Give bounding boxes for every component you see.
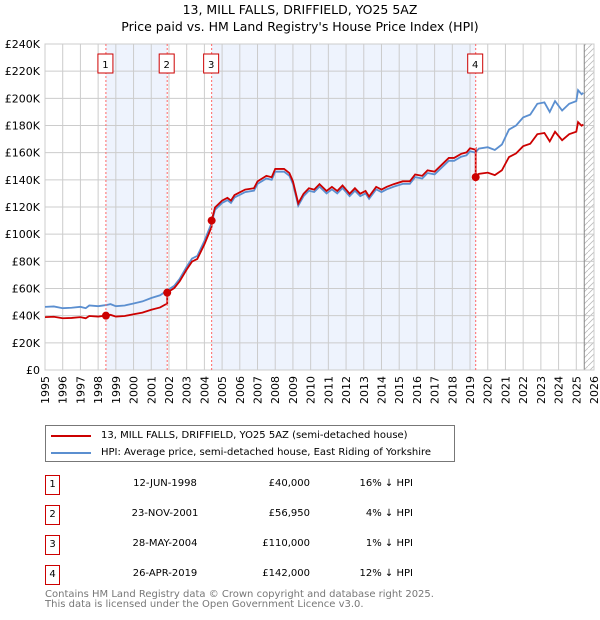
x-tick-label: 2006 bbox=[234, 376, 247, 404]
sale-row: 1 12-JUN-1998 £40,000 16% ↓ HPI bbox=[45, 475, 465, 495]
sale-row: 3 28-MAY-2004 £110,000 1% ↓ HPI bbox=[45, 535, 465, 555]
x-tick-label: 1997 bbox=[74, 376, 87, 404]
sale-date: 26-APR-2019 bbox=[132, 568, 198, 579]
sale-label: 2 bbox=[164, 60, 170, 71]
x-tick-label: 2002 bbox=[163, 376, 176, 404]
footer-line-1: Contains HM Land Registry data © Crown c… bbox=[45, 589, 434, 600]
sale-label: 1 bbox=[102, 60, 108, 71]
x-tick-label: 2023 bbox=[535, 376, 548, 404]
x-tick-label: 2018 bbox=[446, 376, 459, 404]
x-tick-label: 2008 bbox=[269, 376, 282, 404]
x-tick-label: 2025 bbox=[570, 376, 583, 404]
x-tick-label: 1999 bbox=[110, 376, 123, 404]
sale-label-box bbox=[467, 53, 484, 74]
x-tick-label: 2024 bbox=[553, 376, 566, 404]
sale-point bbox=[101, 311, 110, 320]
y-tick-label: £100K bbox=[5, 228, 41, 241]
sale-row: 2 23-NOV-2001 £56,950 4% ↓ HPI bbox=[45, 505, 465, 525]
sale-label: 4 bbox=[472, 60, 478, 71]
sale-price: £142,000 bbox=[262, 568, 310, 579]
x-tick-label: 2014 bbox=[375, 376, 388, 404]
x-tick-label: 2026 bbox=[588, 376, 600, 404]
legend-swatch-property bbox=[51, 434, 91, 437]
sale-date: 23-NOV-2001 bbox=[131, 508, 199, 519]
sale-hpi-diff: 16% ↓ HPI bbox=[359, 478, 413, 489]
x-tick-label: 2011 bbox=[322, 376, 335, 404]
chart-title: 13, MILL FALLS, DRIFFIELD, YO25 5AZ bbox=[182, 2, 418, 17]
x-tick-label: 2017 bbox=[429, 376, 442, 404]
sale-number: 4 bbox=[45, 565, 60, 585]
plot-area: 1995 1996 1997 1998 1999 2000 2001 2002 2003 2004… bbox=[5, 38, 600, 404]
legend-label-hpi: HPI: Average price, semi-detached house,… bbox=[101, 447, 432, 458]
x-tick-label: 1996 bbox=[57, 376, 70, 404]
x-tick-label: 1998 bbox=[92, 376, 105, 404]
footer-line-2: This data is licensed under the Open Gov… bbox=[45, 599, 364, 610]
sale-point bbox=[471, 173, 480, 182]
footer: Contains HM Land Registry data © Crown c… bbox=[45, 590, 434, 610]
x-tick-label: 2001 bbox=[145, 376, 158, 404]
x-tick-label: 2015 bbox=[393, 376, 406, 404]
sale-hpi-diff: 4% ↓ HPI bbox=[365, 508, 413, 519]
x-tick-label: 2005 bbox=[216, 376, 229, 404]
sale-point bbox=[207, 216, 216, 225]
x-tick-label: 2000 bbox=[128, 376, 141, 404]
legend-label-property: 13, MILL FALLS, DRIFFIELD, YO25 5AZ (sem… bbox=[101, 430, 408, 441]
sale-row: 4 26-APR-2019 £142,000 12% ↓ HPI bbox=[45, 565, 465, 585]
sale-price: £40,000 bbox=[268, 478, 310, 489]
y-tick-label: £240K bbox=[5, 38, 41, 51]
sale-hpi-diff: 1% ↓ HPI bbox=[365, 538, 413, 549]
x-tick-label: 2016 bbox=[411, 376, 424, 404]
y-tick-label: £0 bbox=[26, 364, 40, 377]
x-tick-label: 2019 bbox=[464, 376, 477, 404]
x-tick-label: 2007 bbox=[252, 376, 265, 404]
x-tick-label: 2009 bbox=[287, 376, 300, 404]
sale-price: £110,000 bbox=[262, 538, 310, 549]
x-tick-label: 2012 bbox=[340, 376, 353, 404]
sale-hpi-diff: 12% ↓ HPI bbox=[359, 568, 413, 579]
legend: 13, MILL FALLS, DRIFFIELD, YO25 5AZ (sem… bbox=[45, 425, 455, 462]
legend-item-hpi: HPI: Average price, semi-detached house,… bbox=[51, 444, 431, 461]
y-tick-label: £40K bbox=[12, 310, 41, 323]
sale-date: 28-MAY-2004 bbox=[132, 538, 198, 549]
sale-number: 3 bbox=[45, 535, 60, 555]
x-tick-label: 2004 bbox=[198, 376, 211, 404]
chart-subtitle: Price paid vs. HM Land Registry's House … bbox=[121, 19, 479, 34]
sale-date: 12-JUN-1998 bbox=[133, 478, 197, 489]
x-tick-label: 2022 bbox=[517, 376, 530, 404]
x-tick-label: 1995 bbox=[39, 376, 52, 404]
sale-label-box bbox=[203, 53, 220, 74]
sale-number: 1 bbox=[45, 475, 60, 495]
y-tick-label: £160K bbox=[5, 147, 41, 160]
y-tick-label: £20K bbox=[12, 337, 41, 350]
sale-label: 3 bbox=[208, 60, 214, 71]
sale-point bbox=[163, 288, 172, 297]
y-tick-label: £60K bbox=[12, 283, 41, 296]
hpi-line bbox=[44, 88, 584, 310]
x-tick-label: 2021 bbox=[499, 376, 512, 404]
sale-price: £56,950 bbox=[268, 508, 310, 519]
y-tick-label: £140K bbox=[5, 174, 41, 187]
y-tick-label: £120K bbox=[5, 201, 41, 214]
y-tick-label: £200K bbox=[5, 92, 41, 105]
x-tick-label: 2013 bbox=[358, 376, 371, 404]
sale-label-box bbox=[97, 53, 114, 74]
y-tick-label: £80K bbox=[12, 255, 41, 268]
x-tick-label: 2020 bbox=[482, 376, 495, 404]
x-tick-label: 2010 bbox=[305, 376, 318, 404]
sale-number: 2 bbox=[45, 505, 60, 525]
x-tick-label: 2003 bbox=[181, 376, 194, 404]
sale-label-box bbox=[158, 53, 175, 74]
legend-item-property: 13, MILL FALLS, DRIFFIELD, YO25 5AZ (sem… bbox=[51, 427, 408, 444]
y-tick-label: £180K bbox=[5, 120, 41, 133]
property-line bbox=[44, 120, 584, 320]
plot-border bbox=[44, 43, 595, 371]
legend-swatch-hpi bbox=[51, 451, 91, 454]
y-tick-label: £220K bbox=[5, 65, 41, 78]
